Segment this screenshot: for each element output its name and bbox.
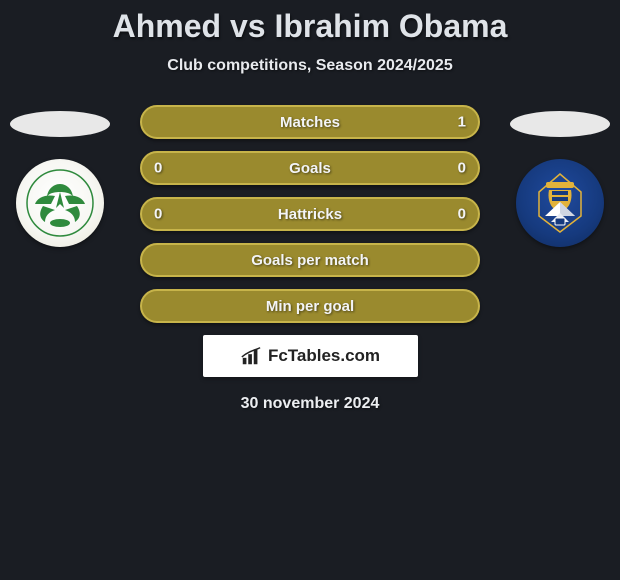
player-a-column [0,105,120,247]
stat-row-goals: 0 Goals 0 [140,151,480,185]
player-a-club-badge [16,159,104,247]
pyramids-crest-icon [525,168,595,238]
player-b-club-badge [516,159,604,247]
comparison-date: 30 november 2024 [0,395,620,413]
stat-left-value: 0 [154,160,162,177]
bar-chart-icon [240,345,262,367]
branding-text: FcTables.com [268,346,380,366]
player-a-flag [10,111,110,137]
stat-right-value: 0 [458,206,466,223]
stats-list: Matches 1 0 Goals 0 0 Hattricks 0 Goals … [140,105,480,323]
stat-label: Min per goal [266,298,354,315]
stat-label: Hattricks [278,206,342,223]
comparison-content: Matches 1 0 Goals 0 0 Hattricks 0 Goals … [0,105,620,413]
stat-left-value: 0 [154,206,162,223]
stat-row-matches: Matches 1 [140,105,480,139]
stat-label: Matches [280,114,340,131]
stat-label: Goals [289,160,331,177]
eagle-crest-icon [25,168,95,238]
stat-right-value: 1 [458,114,466,131]
stat-right-value: 0 [458,160,466,177]
player-b-column [500,105,620,247]
comparison-title: Ahmed vs Ibrahim Obama [0,0,620,45]
stat-row-hattricks: 0 Hattricks 0 [140,197,480,231]
branding-badge: FcTables.com [203,335,418,377]
comparison-subtitle: Club competitions, Season 2024/2025 [0,57,620,75]
stat-row-min-per-goal: Min per goal [140,289,480,323]
stat-label: Goals per match [251,252,369,269]
stat-row-goals-per-match: Goals per match [140,243,480,277]
player-b-flag [510,111,610,137]
